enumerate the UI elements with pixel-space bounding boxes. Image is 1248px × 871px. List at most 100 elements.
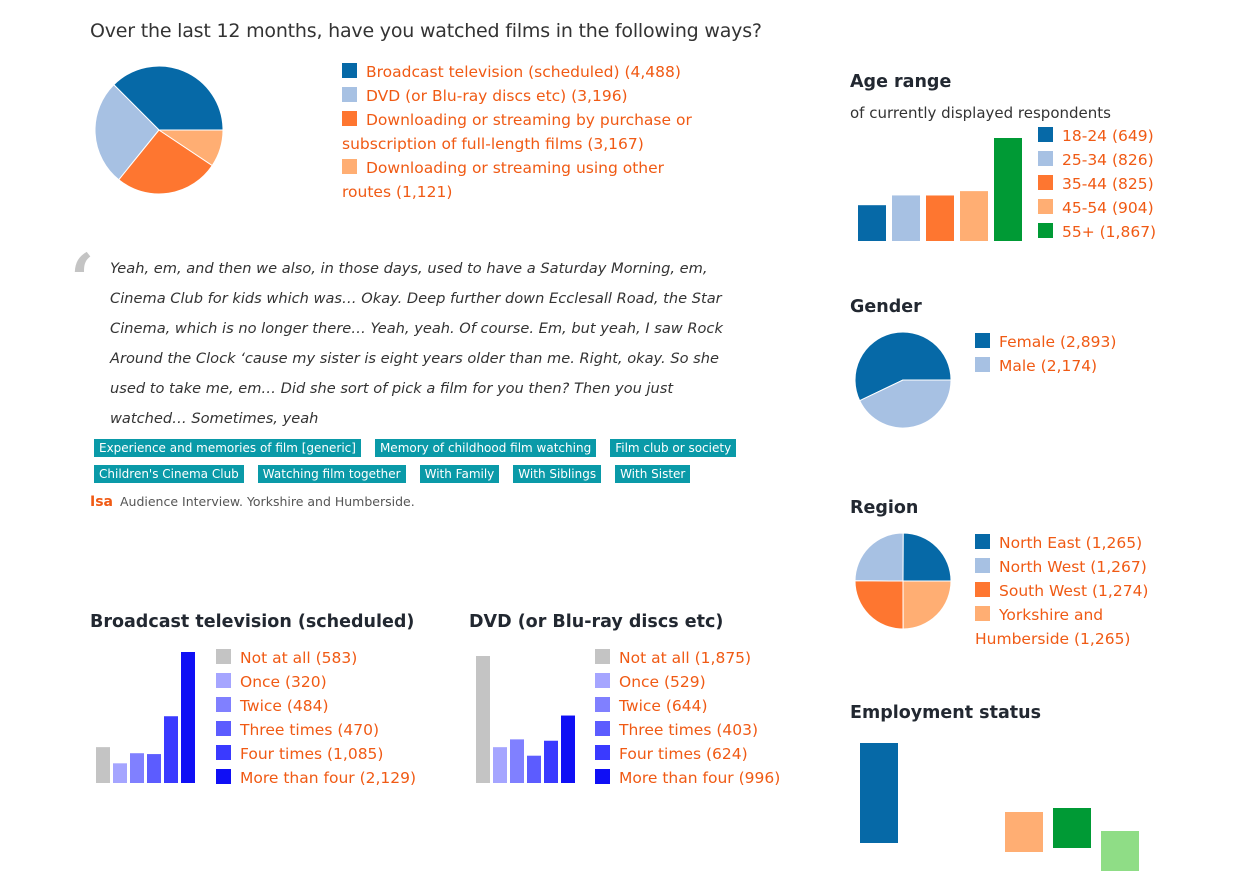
bar-45-54[interactable] [960, 191, 988, 241]
bar-four-times[interactable] [544, 740, 558, 783]
legend-item[interactable]: Once (320) [216, 670, 416, 694]
legend-swatch [975, 357, 990, 372]
legend-label: Yorkshire and Humberside (1,265) [975, 606, 1131, 648]
quote-attribution: Isa Audience Interview. Yorkshire and Hu… [90, 494, 415, 510]
tag[interactable]: Film club or society [610, 439, 737, 457]
legend-item[interactable]: Once (529) [595, 670, 780, 694]
legend-item[interactable]: Three times (403) [595, 718, 780, 742]
legend-label: Once (529) [619, 673, 706, 691]
legend-label: 55+ (1,867) [1062, 223, 1157, 241]
legend-item[interactable]: Not at all (583) [216, 646, 416, 670]
tag[interactable]: Memory of childhood film watching [374, 439, 597, 457]
legend-label: Female (2,893) [999, 333, 1117, 351]
speaker-name[interactable]: Isa [90, 494, 113, 510]
legend-item[interactable]: More than four (996) [595, 766, 780, 790]
tag[interactable]: With Siblings [513, 465, 602, 483]
legend-item[interactable]: Twice (644) [595, 694, 780, 718]
legend-label: Male (2,174) [999, 357, 1098, 375]
pie-slice-yorkshire-and-humberside[interactable] [902, 580, 952, 630]
legend-item[interactable]: Downloading or streaming by purchase or … [342, 108, 692, 156]
legend-item[interactable]: Three times (470) [216, 718, 416, 742]
bar-four-times[interactable] [164, 716, 178, 783]
legend-item[interactable]: Not at all (1,875) [595, 646, 780, 670]
legend-swatch [975, 558, 990, 573]
bar-25-34[interactable] [892, 195, 920, 241]
legend-item[interactable]: Broadcast television (scheduled) (4,488) [342, 60, 692, 84]
legend-item[interactable]: South West (1,274) [975, 579, 1175, 603]
pie-slice-south-west[interactable] [854, 580, 904, 630]
legend-item[interactable]: Four times (624) [595, 742, 780, 766]
legend-item[interactable]: North East (1,265) [975, 531, 1175, 555]
legend-swatch [342, 63, 357, 78]
pie-slice-male[interactable] [859, 379, 952, 429]
age-subtitle: of currently displayed respondents [850, 104, 1111, 122]
legend-swatch [216, 769, 231, 784]
pie-slice-broadcast-television-scheduled-[interactable] [113, 65, 224, 131]
legend-item[interactable]: Twice (484) [216, 694, 416, 718]
tag[interactable]: Watching film together [257, 465, 406, 483]
employment-bar [1101, 831, 1139, 871]
tag[interactable]: With Sister [615, 465, 691, 483]
bar-more-than-four[interactable] [181, 652, 195, 783]
legend-swatch [595, 769, 610, 784]
legend-item[interactable]: Male (2,174) [975, 354, 1116, 378]
bar-twice[interactable] [130, 753, 144, 783]
legend-swatch [595, 721, 610, 736]
pie-slice-female[interactable] [854, 331, 952, 402]
legend-swatch [975, 534, 990, 549]
legend-label: Three times (403) [619, 721, 759, 739]
legend-item[interactable]: Four times (1,085) [216, 742, 416, 766]
dvd-bar-chart [476, 656, 575, 783]
region-pie-chart [854, 532, 952, 630]
tag[interactable]: With Family [419, 465, 500, 483]
pie-slice-north-west[interactable] [854, 532, 904, 582]
quote-text: Yeah, em, and then we also, in those day… [110, 260, 723, 427]
bar-18-24[interactable] [858, 205, 886, 241]
legend-item[interactable]: North West (1,267) [975, 555, 1175, 579]
employment-bar [1053, 808, 1091, 848]
bar-55-[interactable] [994, 138, 1022, 241]
tag[interactable]: Children's Cinema Club [94, 465, 244, 483]
legend-label: Four times (624) [619, 745, 748, 763]
legend-swatch [1038, 151, 1053, 166]
legend-item[interactable]: 18-24 (649) [1038, 124, 1156, 148]
region-title: Region [850, 498, 919, 518]
employment-bar [860, 743, 898, 843]
legend-item[interactable]: 45-54 (904) [1038, 196, 1156, 220]
tag[interactable]: Experience and memories of film [generic… [94, 439, 361, 457]
bar-three-times[interactable] [527, 755, 541, 783]
broadcast-title: Broadcast television (scheduled) [90, 612, 415, 632]
pie-slice-north-east[interactable] [902, 532, 952, 582]
bar-three-times[interactable] [147, 754, 161, 783]
legend-swatch [342, 159, 357, 174]
bar-once[interactable] [493, 747, 507, 783]
legend-item[interactable]: Yorkshire and Humberside (1,265) [975, 603, 1175, 651]
legend-item[interactable]: 25-34 (826) [1038, 148, 1156, 172]
bar-35-44[interactable] [926, 195, 954, 241]
legend-item[interactable]: 55+ (1,867) [1038, 220, 1156, 244]
legend-item[interactable]: Female (2,893) [975, 330, 1116, 354]
legend-label: Twice (644) [619, 697, 708, 715]
legend-item[interactable]: More than four (2,129) [216, 766, 416, 790]
bar-not-at-all[interactable] [476, 656, 490, 783]
legend-item[interactable]: Downloading or streaming using other rou… [342, 156, 692, 204]
pie-slice-dvd-or-blu-ray-discs-etc-[interactable] [94, 84, 160, 181]
bar-twice[interactable] [510, 739, 524, 783]
pie-slice-downloading-or-streaming-using-other-routes[interactable] [157, 129, 224, 167]
legend-swatch [216, 697, 231, 712]
legend-swatch [975, 606, 990, 621]
legend-swatch [1038, 223, 1053, 238]
bar-not-at-all[interactable] [96, 747, 110, 783]
question-title: Over the last 12 months, have you watche… [90, 20, 762, 42]
bar-more-than-four[interactable] [561, 715, 575, 783]
legend-label: Once (320) [240, 673, 327, 691]
bar-once[interactable] [113, 763, 127, 783]
legend-item[interactable]: 35-44 (825) [1038, 172, 1156, 196]
legend-label: DVD (or Blu-ray discs etc) (3,196) [366, 87, 628, 105]
pie-slice-downloading-or-streaming-by-purchase-or-subscription-of-full-length-films[interactable] [118, 129, 213, 195]
legend-swatch [216, 721, 231, 736]
legend-label: Three times (470) [240, 721, 380, 739]
legend-item[interactable]: DVD (or Blu-ray discs etc) (3,196) [342, 84, 692, 108]
legend-label: Broadcast television (scheduled) (4,488) [366, 63, 681, 81]
legend-swatch [595, 697, 610, 712]
